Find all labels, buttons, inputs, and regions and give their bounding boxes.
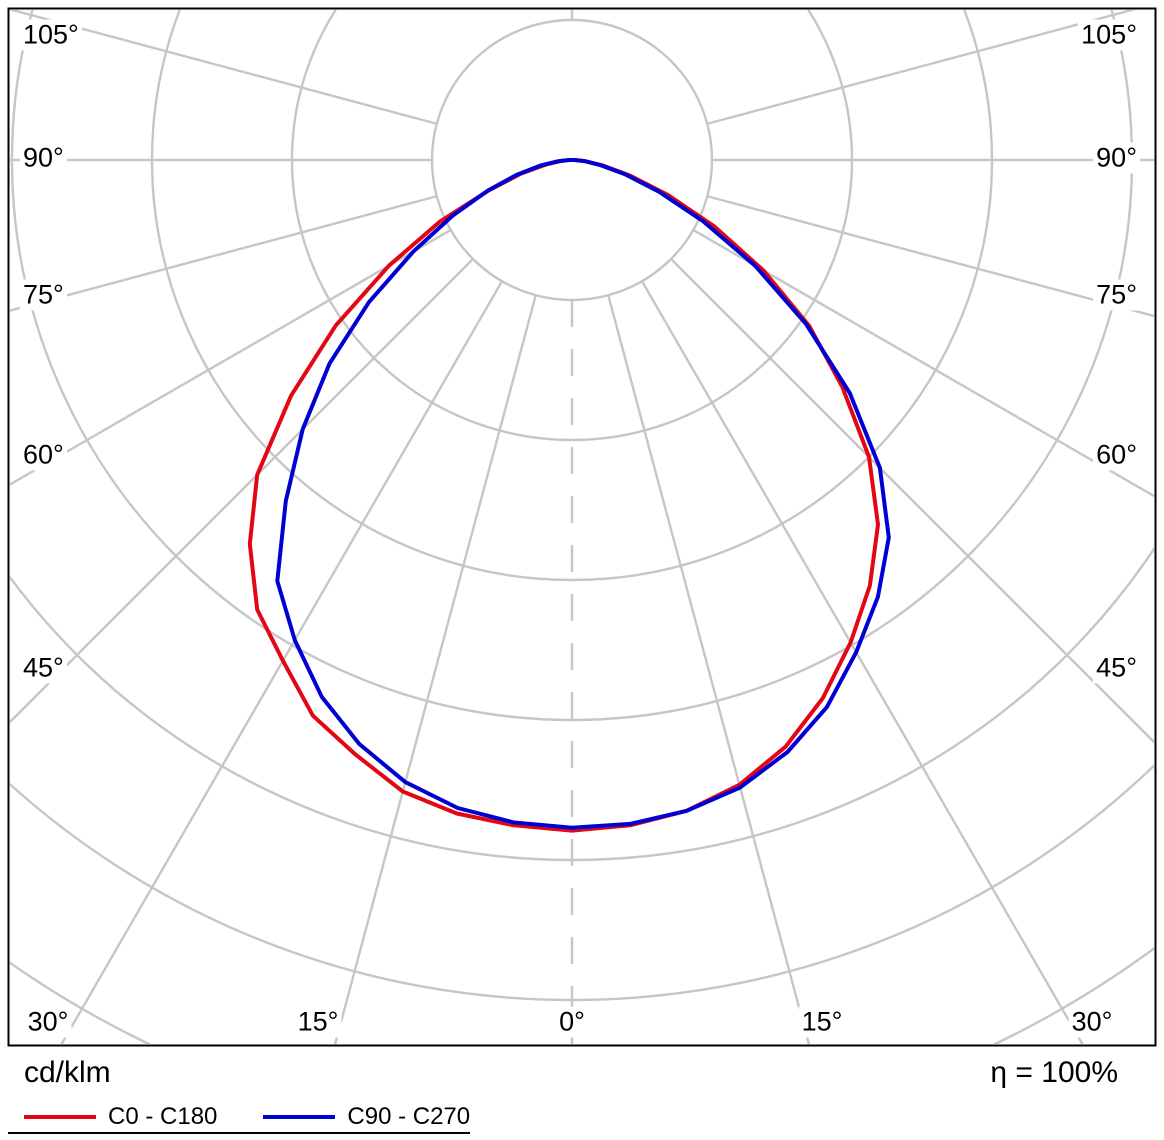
grid-radial--60	[10, 228, 452, 486]
grid-radial-75	[706, 195, 1154, 318]
grid-ring	[150, 10, 994, 582]
units-label: cd/klm	[24, 1056, 111, 1089]
intensity-curves	[247, 158, 891, 833]
grid-radial-45	[670, 258, 1154, 744]
efficiency-label: η = 100%	[990, 1056, 1118, 1089]
grid-radial--30	[60, 280, 504, 1044]
grid-radial--105	[10, 10, 438, 125]
legend-label-c90-c270: C90 - C270	[347, 1103, 471, 1130]
intensity-curve-C0-C180	[247, 158, 880, 833]
grid-radial-105	[706, 10, 1137, 125]
grid-radial--15	[333, 294, 537, 1044]
legend-label-c0-c180: C0 - C180	[108, 1103, 218, 1130]
legend-swatch-c90-c270	[263, 1115, 336, 1119]
legend-swatch-c0-c180	[24, 1115, 96, 1119]
grid-radial-60	[692, 228, 1154, 498]
plot-border	[7, 7, 1157, 1047]
grid-radial-15	[607, 294, 811, 1044]
grid-ring	[10, 546, 1154, 861]
grid-radial-30	[640, 280, 1084, 1044]
legend-underline	[8, 1132, 470, 1134]
grid-radial--75	[10, 195, 438, 312]
legend: C0 - C180 C90 - C270	[24, 1100, 470, 1134]
intensity-curve-C90-C270	[275, 158, 891, 830]
grid-radial--45	[10, 258, 474, 724]
